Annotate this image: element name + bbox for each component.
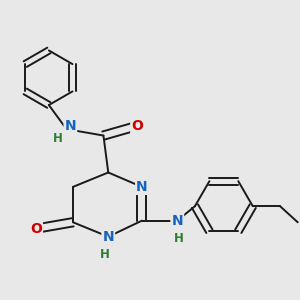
Text: O: O [30,222,42,236]
Text: H: H [100,248,110,261]
Text: N: N [136,180,148,194]
Text: N: N [172,214,183,228]
Text: H: H [52,132,62,145]
Text: N: N [102,230,114,244]
Text: O: O [131,119,143,133]
Text: N: N [64,119,76,133]
Text: H: H [174,232,184,245]
